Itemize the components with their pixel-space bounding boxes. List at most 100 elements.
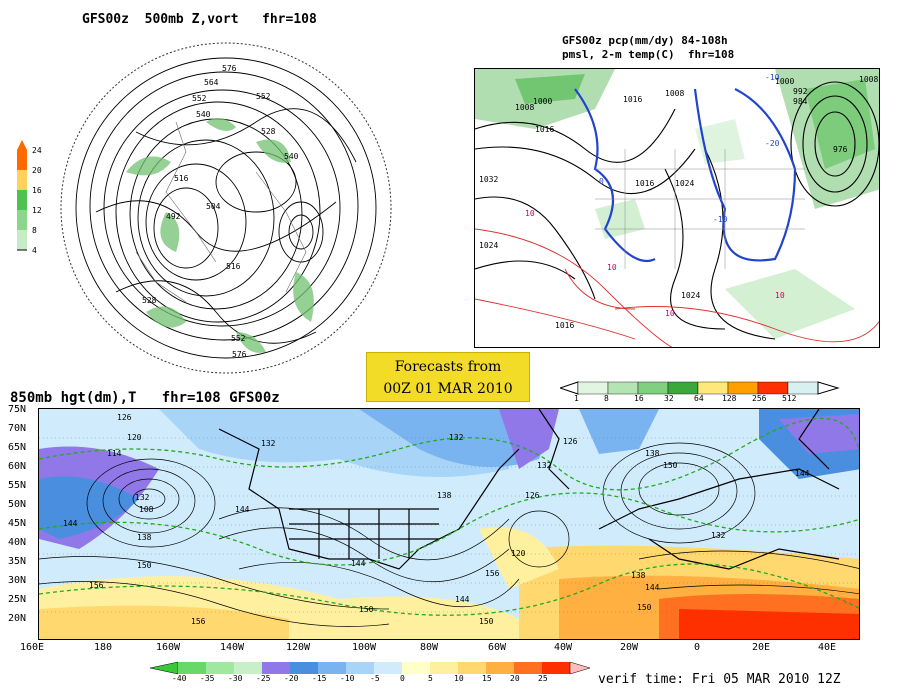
contour-label: 540 bbox=[284, 152, 299, 161]
isobar-label: 1000 bbox=[775, 77, 795, 86]
lon-label: 0 bbox=[694, 642, 701, 653]
height-label: 138 bbox=[631, 571, 646, 580]
h850-panel-title: 850mb hgt(dm),T fhr=108 GFS00z bbox=[10, 390, 280, 406]
legend-label: 0 bbox=[400, 674, 405, 683]
lat-label: 40N bbox=[8, 537, 27, 548]
isobar-label: 1016 bbox=[535, 125, 555, 134]
height-label: 150 bbox=[359, 605, 374, 614]
precip-panel-title-2: pmsl, 2-m temp(C) fhr=108 bbox=[562, 48, 735, 61]
lon-label: 120W bbox=[286, 642, 311, 653]
isobar-label: 984 bbox=[793, 97, 808, 106]
isobar-label: 1032 bbox=[479, 175, 499, 184]
height-label: 150 bbox=[137, 561, 152, 570]
legend-swatch bbox=[17, 170, 27, 190]
precip-map: 1016 1008 1000 1016 1032 1024 1024 1016 … bbox=[474, 68, 880, 348]
lon-label: 160W bbox=[156, 642, 181, 653]
isobar-label: 1008 bbox=[515, 103, 535, 112]
isobar-label: 1024 bbox=[479, 241, 499, 250]
lat-label: 55N bbox=[8, 480, 27, 491]
contour-label: 576 bbox=[222, 64, 237, 73]
height-label: 156 bbox=[485, 569, 500, 578]
isobar-label: 1016 bbox=[623, 95, 643, 104]
temp-label: 0 bbox=[599, 177, 604, 186]
vort-panel-title: GFS00z 500mb Z,vort fhr=108 bbox=[82, 12, 317, 27]
legend-label: -35 bbox=[200, 674, 215, 683]
height-label: 126 bbox=[563, 437, 578, 446]
isobar-label: 976 bbox=[833, 145, 848, 154]
contour-label: 552 bbox=[231, 334, 246, 343]
height-label: 156 bbox=[191, 617, 206, 626]
height-label: 150 bbox=[637, 603, 652, 612]
legend-swatch bbox=[17, 190, 27, 210]
isobar-label: 1024 bbox=[681, 291, 701, 300]
height-label: 132 bbox=[135, 493, 150, 502]
lon-label: 60W bbox=[488, 642, 507, 653]
temp-label: 10 bbox=[525, 209, 535, 218]
legend-label: 20 bbox=[510, 674, 520, 683]
isobar-label: 1008 bbox=[665, 89, 685, 98]
contour-label: 552 bbox=[192, 94, 207, 103]
lon-label: 140W bbox=[220, 642, 245, 653]
lon-label: 180 bbox=[94, 642, 113, 653]
legend-label: 15 bbox=[482, 674, 492, 683]
isobar-label: 1000 bbox=[533, 97, 553, 106]
legend-label: 8 bbox=[32, 226, 37, 235]
legend-label: 128 bbox=[722, 394, 737, 403]
legend-label: 4 bbox=[32, 246, 37, 255]
lon-label: 100W bbox=[352, 642, 377, 653]
legend-label: -30 bbox=[228, 674, 243, 683]
lat-label: 60N bbox=[8, 461, 27, 472]
height-label: 132 bbox=[261, 439, 276, 448]
legend-label: -40 bbox=[172, 674, 187, 683]
lon-label: 40W bbox=[554, 642, 573, 653]
height-label: 132 bbox=[537, 461, 552, 470]
lat-label: 30N bbox=[8, 575, 27, 586]
lon-label: 160E bbox=[20, 642, 45, 653]
legend-label: 64 bbox=[694, 394, 704, 403]
isobar-label: 1008 bbox=[859, 75, 879, 84]
banner-line-1: Forecasts from bbox=[394, 359, 502, 375]
lat-label: 20N bbox=[8, 613, 27, 624]
height-label: 138 bbox=[437, 491, 452, 500]
legend-label: 12 bbox=[32, 206, 42, 215]
legend-label: -15 bbox=[312, 674, 327, 683]
lat-label: 50N bbox=[8, 499, 27, 510]
latitude-axis: 75N 70N 65N 60N 55N 50N 45N 40N 35N 30N … bbox=[8, 404, 38, 644]
banner-line-2: 00Z 01 MAR 2010 bbox=[383, 381, 513, 397]
height-label: 144 bbox=[235, 505, 250, 514]
isobar-label: 1024 bbox=[675, 179, 695, 188]
height-label: 150 bbox=[479, 617, 494, 626]
legend-arrow bbox=[17, 140, 27, 150]
legend-swatch bbox=[17, 230, 27, 250]
height-label: 144 bbox=[455, 595, 470, 604]
lon-label: 20E bbox=[752, 642, 771, 653]
height-label: 150 bbox=[663, 461, 678, 470]
temp-label: 10 bbox=[607, 263, 617, 272]
isobar-label: 992 bbox=[793, 87, 808, 96]
height-label: 132 bbox=[711, 531, 726, 540]
legend-label: -5 bbox=[370, 674, 380, 683]
legend-label: 512 bbox=[782, 394, 797, 403]
lat-label: 65N bbox=[8, 442, 27, 453]
lat-label: 35N bbox=[8, 556, 27, 567]
legend-label: 8 bbox=[604, 394, 609, 403]
contour-label: 528 bbox=[142, 296, 157, 305]
lat-label: 45N bbox=[8, 518, 27, 529]
height-label: 126 bbox=[525, 491, 540, 500]
height-label: 144 bbox=[795, 469, 810, 478]
contour-label: 540 bbox=[196, 110, 211, 119]
temp-label: -10 bbox=[765, 73, 780, 82]
temp-label: -10 bbox=[713, 215, 728, 224]
legend-label: 10 bbox=[454, 674, 464, 683]
lon-label: 80W bbox=[420, 642, 439, 653]
temp-label: 10 bbox=[665, 309, 675, 318]
height-label: 126 bbox=[117, 413, 132, 422]
contour-label: 552 bbox=[256, 92, 271, 101]
lat-label: 70N bbox=[8, 423, 27, 434]
lon-label: 40E bbox=[818, 642, 837, 653]
legend-label: 20 bbox=[32, 166, 42, 175]
h850-map: 126 120 114 108 132 138 144 150 156 132 … bbox=[38, 408, 860, 640]
height-label: 120 bbox=[511, 549, 526, 558]
legend-label: 5 bbox=[428, 674, 433, 683]
legend-swatch bbox=[17, 210, 27, 230]
